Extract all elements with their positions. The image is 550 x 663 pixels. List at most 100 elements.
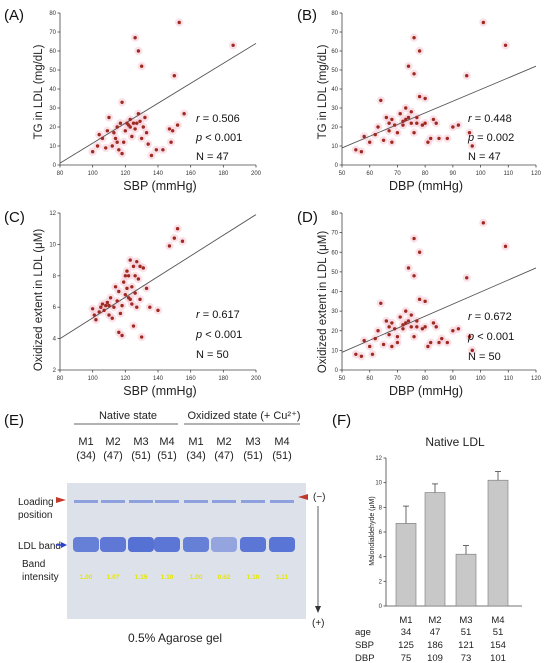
scatter-point xyxy=(93,313,96,316)
scatter-point xyxy=(133,36,136,39)
panel-d-p: p < 0.001 xyxy=(467,331,514,343)
panel-b-r: r = 0.448 xyxy=(468,113,512,125)
gel-well xyxy=(74,500,98,503)
bar xyxy=(425,493,445,606)
x-tick-label: 160 xyxy=(186,376,197,382)
x-tick-label: 90 xyxy=(450,376,457,382)
scatter-point xyxy=(390,321,393,324)
scatter-point xyxy=(91,307,94,310)
gel-position-label: position xyxy=(18,510,52,521)
scatter-point xyxy=(119,122,122,125)
gel-band xyxy=(269,537,295,552)
scatter-point xyxy=(423,97,426,100)
gel-well xyxy=(270,500,294,503)
scatter-point xyxy=(124,293,127,296)
panel-a-label: (A) xyxy=(4,7,24,24)
scatter-point xyxy=(117,331,120,334)
scatter-point xyxy=(112,131,115,134)
panel-e-label: (E) xyxy=(4,412,24,429)
scatter-point xyxy=(129,298,132,301)
bar-category-label: M1 xyxy=(399,615,412,626)
scatter-point xyxy=(504,44,507,47)
gel-lane-subject: (34) xyxy=(76,450,96,462)
panel-f-ylabel: Malondialdehyde (μM) xyxy=(369,496,376,565)
scatter-point xyxy=(379,99,382,102)
scatter-point xyxy=(393,123,396,126)
panel-d-plot: 50 60 70 80 90 100 110 120 0 10 20 30 40 50 60 70 80 xyxy=(331,211,541,382)
scatter-point xyxy=(387,325,390,328)
scatter-point xyxy=(161,148,164,151)
scatter-point xyxy=(423,300,426,303)
gel-lane-name: M3 xyxy=(245,436,260,448)
scatter-point xyxy=(98,310,101,313)
panel-d: (D) 50 60 70 80 90 100 110 120 0 10 20 30 40 50 60 70 80… xyxy=(297,209,542,398)
scatter-point xyxy=(125,287,128,290)
scatter-point xyxy=(396,335,399,338)
scatter-point xyxy=(120,152,123,155)
y-tick-label: 10 xyxy=(331,348,338,354)
x-tick-label: 70 xyxy=(394,376,401,382)
scatter-point xyxy=(412,274,415,277)
scatter-point xyxy=(120,101,123,104)
scatter-point xyxy=(104,146,107,149)
y-tick-label: 70 xyxy=(331,30,338,36)
scatter-point xyxy=(482,221,485,224)
panel-b-ylabel: TG in LDL (mg/dL) xyxy=(317,44,329,139)
table-cell: 73 xyxy=(461,653,472,663)
scatter-point xyxy=(435,122,438,125)
scatter-point xyxy=(122,280,125,283)
scatter-point xyxy=(360,355,363,358)
scatter-point xyxy=(96,144,99,147)
table-cell: 51 xyxy=(461,627,472,638)
gel-band-intensity: 1.00 xyxy=(190,574,203,581)
scatter-point xyxy=(404,321,407,324)
scatter-point xyxy=(140,335,143,338)
y-tick-label: 40 xyxy=(331,290,338,296)
x-tick-label: 100 xyxy=(88,376,99,382)
gel-ldl-band-label: LDL band xyxy=(18,541,61,552)
scatter-point xyxy=(94,318,97,321)
x-tick-label: 100 xyxy=(476,171,487,177)
scatter-point xyxy=(140,65,143,68)
scatter-point xyxy=(415,116,418,119)
y-tick-label: 60 xyxy=(331,250,338,256)
gel-band-intensity: 0.62 xyxy=(218,574,231,581)
y-tick-label: 20 xyxy=(49,125,56,131)
table-cell: 154 xyxy=(490,640,506,651)
y-tick-label: 8 xyxy=(53,274,57,280)
scatter-point xyxy=(155,148,158,151)
y-tick-label: 10 xyxy=(331,144,338,150)
panel-a-n: N = 47 xyxy=(196,151,229,163)
gel-band xyxy=(100,537,126,552)
panel-f-label: (F) xyxy=(332,412,351,429)
scatter-point xyxy=(418,95,421,98)
gel-band-intensity: 1.15 xyxy=(135,574,148,581)
y-tick-label: 50 xyxy=(49,68,56,74)
scatter-point xyxy=(168,244,171,247)
scatter-point xyxy=(114,137,117,140)
scatter-point xyxy=(423,122,426,125)
x-tick-label: 120 xyxy=(531,171,542,177)
scatter-point xyxy=(374,337,377,340)
scatter-point xyxy=(91,150,94,153)
panel-c-n: N = 50 xyxy=(196,349,229,361)
y-tick-label: 30 xyxy=(49,106,56,112)
y-tick-label: 0 xyxy=(335,163,339,169)
scatter-point xyxy=(457,327,460,330)
y-tick-label: 6 xyxy=(379,530,383,536)
y-tick-label: 70 xyxy=(331,231,338,237)
scatter-point xyxy=(401,123,404,126)
scatter-point xyxy=(412,131,415,134)
x-tick-label: 50 xyxy=(339,171,346,177)
gel-lane-name: M4 xyxy=(159,436,174,448)
scatter-point xyxy=(451,329,454,332)
table-row-label: DBP xyxy=(355,653,375,663)
panel-b-label: (B) xyxy=(297,7,317,24)
y-tick-label: 30 xyxy=(331,309,338,315)
scatter-point xyxy=(451,125,454,128)
table-cell: 34 xyxy=(401,627,412,638)
y-tick-label: 60 xyxy=(331,49,338,55)
scatter-point xyxy=(412,36,415,39)
scatter-point xyxy=(145,131,148,134)
scatter-point xyxy=(120,334,123,337)
